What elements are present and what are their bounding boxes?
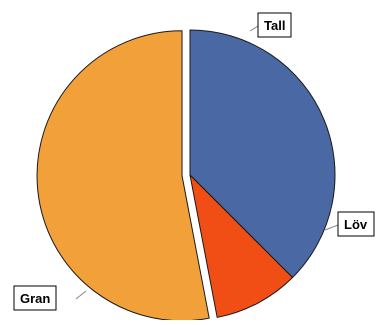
slice-label-box [337, 211, 375, 237]
slice-label-text: Tall [264, 18, 285, 33]
pie-slice-gran [36, 30, 210, 322]
pie-slice-l-v [189, 174, 294, 318]
label-leader-line [75, 290, 87, 300]
slice-label-text: Löv [344, 217, 368, 232]
label-leader-line [324, 224, 339, 231]
slice-label-box [13, 285, 57, 311]
slice-label-gran: Gran [13, 285, 87, 311]
slices-layer [36, 29, 336, 322]
slice-label-box [257, 12, 292, 38]
slice-label-l-v: Löv [324, 211, 375, 237]
label-leader-line [249, 25, 259, 32]
pie-slice-tall [189, 29, 336, 279]
slice-label-text: Gran [20, 291, 50, 306]
labels-layer: Tall Löv Gran [13, 12, 375, 311]
slice-label-tall: Tall [249, 12, 292, 38]
